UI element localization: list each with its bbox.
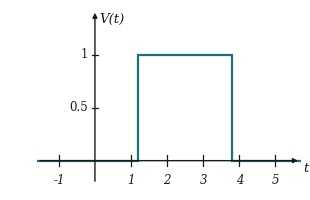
Text: 5: 5 [272, 174, 279, 187]
Text: -1: -1 [53, 174, 64, 187]
Text: 3: 3 [200, 174, 207, 187]
Text: 4: 4 [236, 174, 243, 187]
Text: 1: 1 [81, 48, 88, 61]
Text: 0.5: 0.5 [70, 101, 88, 114]
Text: 1: 1 [127, 174, 135, 187]
Text: t: t [303, 162, 309, 175]
Text: V(t): V(t) [99, 13, 125, 26]
Text: 2: 2 [163, 174, 171, 187]
